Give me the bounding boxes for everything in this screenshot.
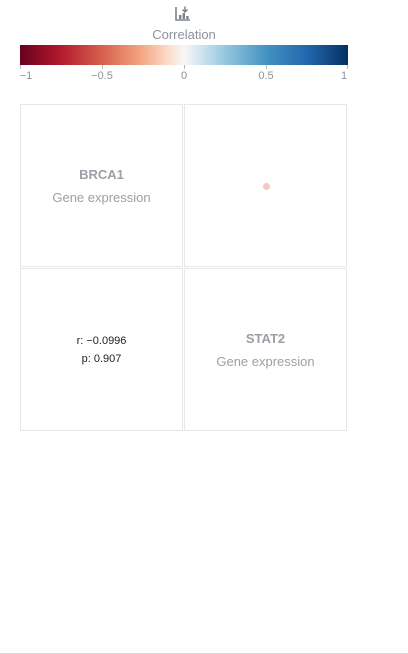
variable-name: STAT2 (245, 330, 286, 346)
correlation-stats-cell[interactable]: r: −0.0996 p: 0.907 (20, 268, 183, 431)
colorbar-tick-label: 0 (180, 70, 188, 82)
legend-title: Correlation (152, 27, 216, 42)
colorbar-tick (20, 65, 21, 69)
colorbar (20, 45, 348, 65)
variable-type: Gene expression (216, 353, 315, 369)
colorbar-tick (184, 65, 185, 69)
variable-type: Gene expression (52, 189, 151, 205)
correlation-p: p: 0.907 (81, 352, 122, 365)
colorbar-tick (347, 65, 348, 69)
colorbar-tick-label: −0.5 (91, 70, 113, 82)
colorbar-ticks: −1 −0.5 0 0.5 1 (20, 65, 348, 85)
variable-name: BRCA1 (79, 166, 124, 182)
download-chart-icon[interactable] (174, 5, 192, 23)
scatter-point[interactable] (263, 183, 270, 190)
colorbar-tick-label: 0.5 (258, 70, 274, 82)
colorbar-tick-label: 1 (340, 70, 348, 82)
colorbar-tick (266, 65, 267, 69)
correlation-matrix: BRCA1 Gene expression r: −0.0996 p: 0.90… (20, 104, 348, 432)
colorbar-tick-label: −1 (19, 70, 33, 82)
colorbar-tick (102, 65, 103, 69)
correlation-r: r: −0.0996 (76, 334, 127, 347)
variable-cell-brca1[interactable]: BRCA1 Gene expression (20, 104, 183, 267)
scatter-plot (263, 183, 270, 190)
variable-cell-stat2[interactable]: STAT2 Gene expression (184, 268, 347, 431)
scatter-cell[interactable] (184, 104, 347, 267)
